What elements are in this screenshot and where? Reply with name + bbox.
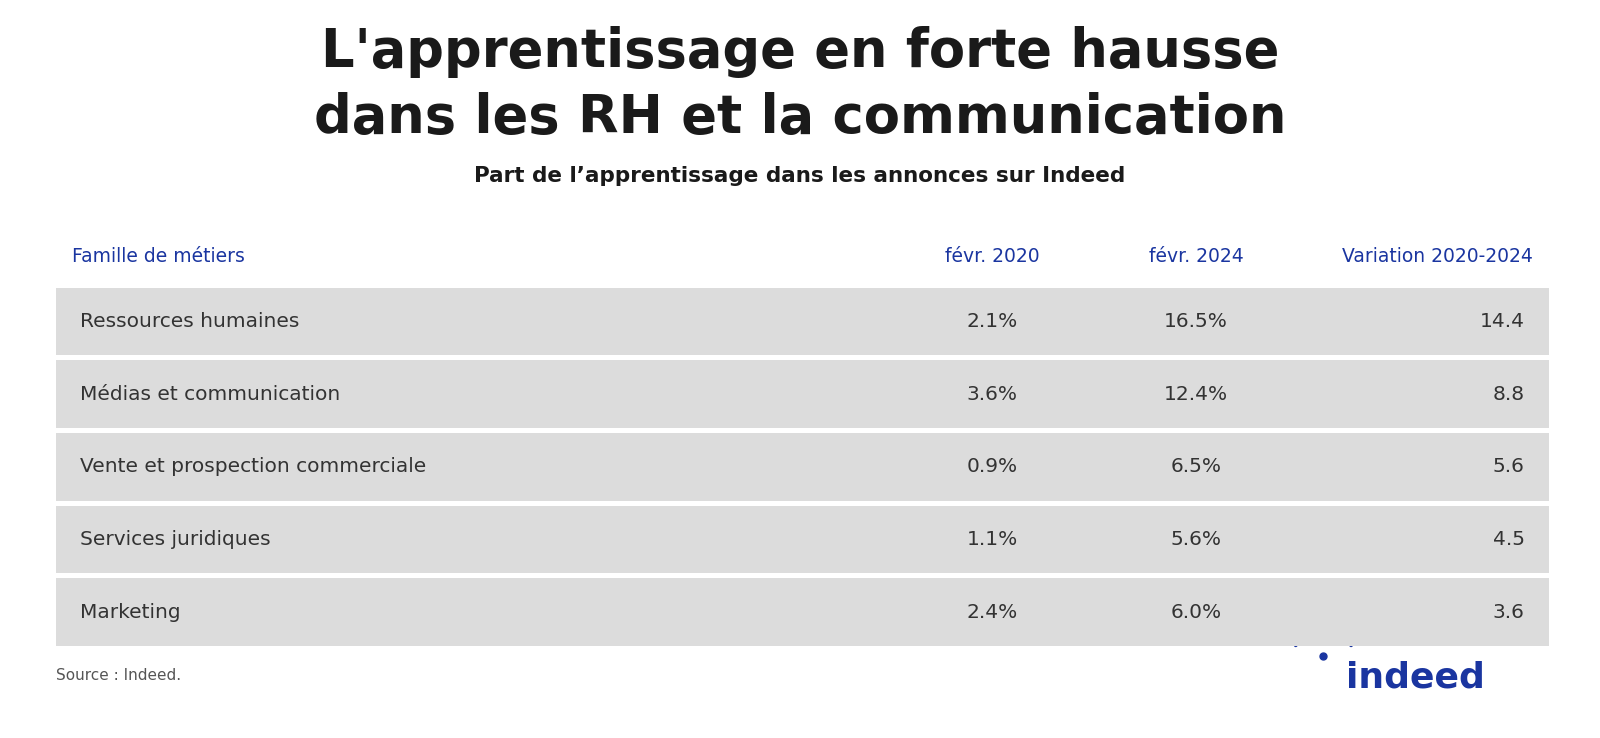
Text: Médias et communication: Médias et communication	[80, 384, 341, 404]
Text: indeed: indeed	[1346, 661, 1485, 694]
Text: Part de l’apprentissage dans les annonces sur Indeed: Part de l’apprentissage dans les annonce…	[474, 166, 1126, 186]
Text: L'apprentissage en forte hausse: L'apprentissage en forte hausse	[322, 26, 1278, 77]
Text: 1.1%: 1.1%	[966, 530, 1018, 549]
Text: 12.4%: 12.4%	[1163, 384, 1229, 404]
Text: Famille de métiers: Famille de métiers	[72, 247, 245, 266]
Text: Services juridiques: Services juridiques	[80, 530, 270, 549]
Text: 6.0%: 6.0%	[1171, 602, 1221, 621]
Text: 3.6%: 3.6%	[966, 384, 1018, 404]
Text: dans les RH et la communication: dans les RH et la communication	[314, 92, 1286, 144]
Text: Variation 2020-2024: Variation 2020-2024	[1342, 247, 1533, 266]
Text: Vente et prospection commerciale: Vente et prospection commerciale	[80, 458, 426, 476]
Text: 3.6: 3.6	[1493, 602, 1525, 621]
Text: Source : Indeed.: Source : Indeed.	[56, 668, 181, 683]
Text: 14.4: 14.4	[1480, 312, 1525, 331]
Text: févr. 2024: févr. 2024	[1149, 247, 1243, 266]
Text: Marketing: Marketing	[80, 602, 181, 621]
Text: Ressources humaines: Ressources humaines	[80, 312, 299, 331]
Text: 8.8: 8.8	[1493, 384, 1525, 404]
Text: févr. 2020: févr. 2020	[944, 247, 1040, 266]
Text: 5.6%: 5.6%	[1171, 530, 1221, 549]
Text: 2.4%: 2.4%	[966, 602, 1018, 621]
Text: 6.5%: 6.5%	[1171, 458, 1221, 476]
Text: 2.1%: 2.1%	[966, 312, 1018, 331]
Text: 4.5: 4.5	[1493, 530, 1525, 549]
Text: 16.5%: 16.5%	[1165, 312, 1227, 331]
Text: 0.9%: 0.9%	[966, 458, 1018, 476]
Text: 5.6: 5.6	[1493, 458, 1525, 476]
